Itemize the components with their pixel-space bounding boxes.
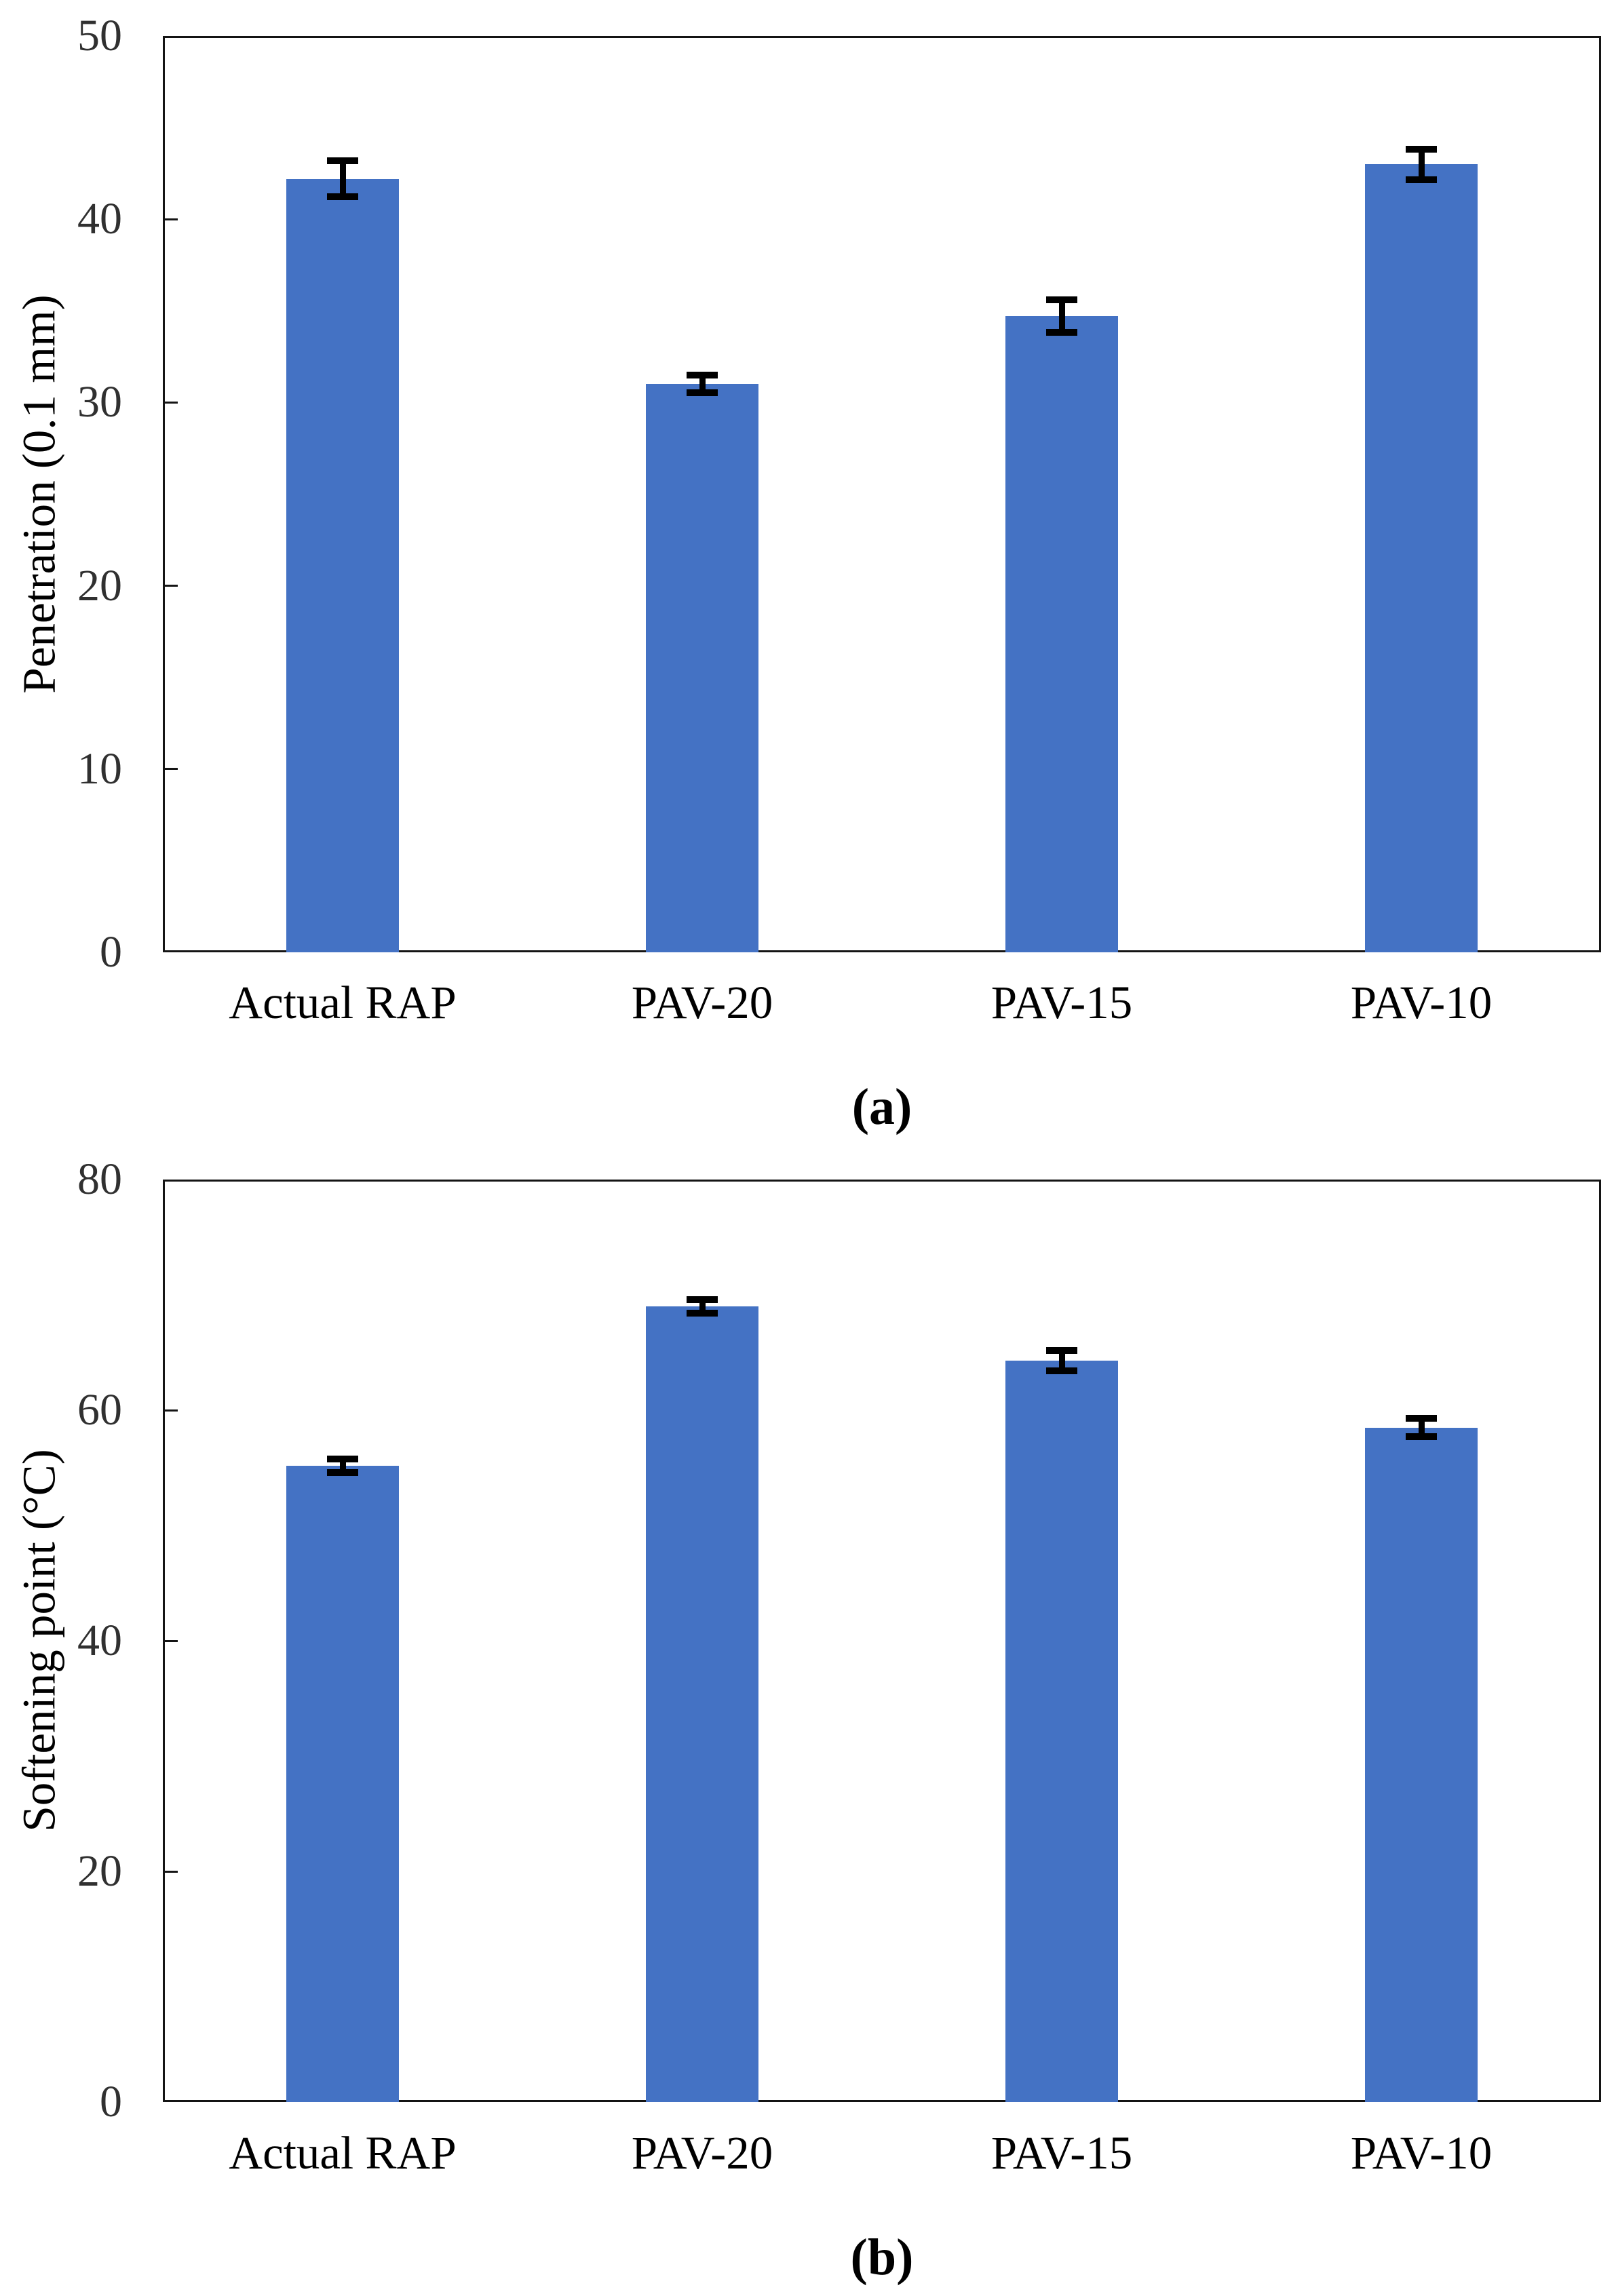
y-tick-label: 20 xyxy=(77,1846,122,1896)
x-category-label: PAV-10 xyxy=(1350,2127,1493,2179)
y-tick xyxy=(163,585,178,587)
x-category-label: PAV-15 xyxy=(990,977,1133,1028)
error-bar-top-cap xyxy=(1406,145,1437,153)
bar-actual-rap xyxy=(286,178,400,952)
bar-pav-15 xyxy=(1005,1360,1119,2102)
y-tick-label: 80 xyxy=(77,1154,122,1204)
plot-area xyxy=(163,36,1601,952)
panel-caption: (a) xyxy=(851,1078,912,1135)
x-category-label: PAV-10 xyxy=(1350,977,1493,1028)
error-bar-bottom-cap xyxy=(327,1468,358,1476)
plot-area xyxy=(163,1180,1601,2102)
y-tick xyxy=(163,1409,178,1412)
error-bar-top-cap xyxy=(687,1296,718,1303)
y-tick xyxy=(163,768,178,771)
error-bar xyxy=(1058,1353,1065,1368)
y-tick xyxy=(163,401,178,404)
bar-pav-15 xyxy=(1005,316,1119,952)
error-bar-bottom-cap xyxy=(687,389,718,397)
bar-pav-10 xyxy=(1364,164,1478,952)
error-bar-bottom-cap xyxy=(327,193,358,201)
y-tick-label: 0 xyxy=(100,2077,122,2126)
y-tick-label: 50 xyxy=(77,11,122,60)
error-bar-bottom-cap xyxy=(687,1310,718,1317)
error-bar-top-cap xyxy=(1046,1346,1077,1354)
y-tick-label: 30 xyxy=(77,377,122,427)
error-bar-top-cap xyxy=(327,157,358,165)
y-tick xyxy=(163,218,178,220)
error-bar-top-cap xyxy=(327,1455,358,1462)
x-category-label: Actual RAP xyxy=(229,2127,457,2179)
error-bar xyxy=(699,1302,706,1310)
x-category-label: PAV-20 xyxy=(631,977,773,1028)
error-bar-top-cap xyxy=(687,372,718,379)
error-bar xyxy=(1058,303,1065,330)
error-bar xyxy=(1418,1422,1425,1433)
error-bar xyxy=(339,164,346,194)
error-bar xyxy=(699,378,706,390)
x-category-label: PAV-20 xyxy=(631,2127,773,2179)
panel-caption: (b) xyxy=(850,2229,914,2286)
error-bar-bottom-cap xyxy=(1046,1367,1077,1375)
y-tick xyxy=(163,1870,178,1873)
error-bar-top-cap xyxy=(1046,296,1077,304)
bar-pav-20 xyxy=(645,384,759,952)
error-bar xyxy=(1418,152,1425,176)
bar-pav-10 xyxy=(1364,1427,1478,2102)
bar-actual-rap xyxy=(286,1465,400,2102)
y-tick-label: 20 xyxy=(77,560,122,610)
y-tick-label: 0 xyxy=(100,927,122,977)
bar-pav-20 xyxy=(645,1306,759,2102)
y-tick-label: 40 xyxy=(77,1616,122,1665)
error-bar xyxy=(339,1462,346,1469)
error-bar-bottom-cap xyxy=(1046,329,1077,336)
y-tick-label: 40 xyxy=(77,194,122,244)
x-category-label: Actual RAP xyxy=(229,977,457,1028)
y-tick xyxy=(163,1639,178,1642)
x-category-label: PAV-15 xyxy=(990,2127,1133,2179)
error-bar-top-cap xyxy=(1406,1415,1437,1422)
y-tick-label: 10 xyxy=(77,743,122,794)
error-bar-bottom-cap xyxy=(1406,1433,1437,1440)
y-tick-label: 60 xyxy=(77,1385,122,1435)
error-bar-bottom-cap xyxy=(1406,176,1437,183)
